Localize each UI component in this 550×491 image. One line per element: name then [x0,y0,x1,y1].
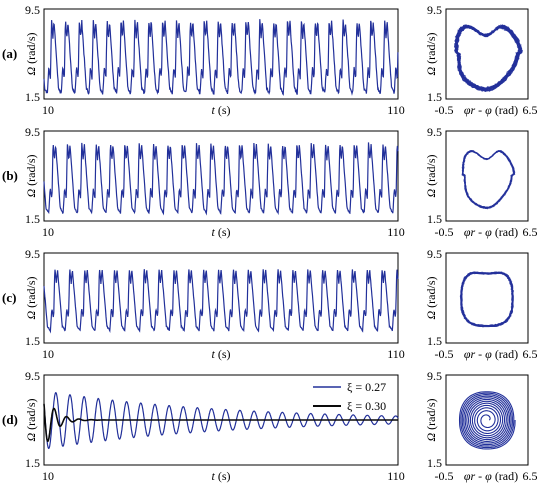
plot-frame [43,8,399,100]
y-axis-label: Ω (rad/s) [424,154,438,197]
phase-portrait-panel: 9.5 1.5-0.5 6.5 φr - φ (rad) Ω (rad/s) [424,247,538,361]
x-tick-label: 6.5 [523,225,538,239]
y-tick-label: 9.5 [427,125,442,139]
time-series-panel: 9.5 1.510 110 t (s) Ω (rad/s) (a) [2,3,405,117]
y-tick-label: 9.5 [25,125,40,139]
orbit-curve [458,391,516,450]
x-tick-label: 6.5 [523,347,538,361]
plot-frame [445,374,529,466]
x-tick-label: -0.5 [435,225,454,239]
orbit-curve [461,149,516,210]
y-tick-label: 9.5 [427,247,442,261]
phase-orbit [461,149,516,210]
panel-label: (b) [2,168,18,183]
y-tick-label: 1.5 [25,456,40,470]
panel-label: (c) [2,290,16,305]
x-axis-label: t (s) [211,347,230,361]
orbit-curve [461,272,513,327]
orbit-curve [460,272,514,327]
phase-orbit [459,271,514,328]
time-series-panel: 9.5 1.510 110 t (s) Ω (rad/s) (b) [2,125,405,239]
x-tick-label: -0.5 [435,103,454,117]
phase-portrait-panel: 9.5 1.5-0.5 6.5 φr - φ (rad) Ω (rad/s) [424,125,538,239]
panel-label: (d) [2,412,18,427]
orbit-curve [459,271,514,328]
plot-frame [445,8,529,100]
orbit-curve [460,272,514,327]
time-series-panel: 9.5 1.510 110 t (s) Ω (rad/s) (c) [2,247,405,361]
legend-entry: ξ = 0.27 [347,380,386,394]
series-line [43,403,398,443]
y-axis-label: Ω (rad/s) [24,154,38,197]
legend-entry: ξ = 0.30 [347,399,386,413]
y-tick-label: 1.5 [427,456,442,470]
phase-orbit [453,24,523,93]
y-tick-label: 9.5 [427,369,442,383]
x-tick-label: 110 [387,225,405,239]
x-tick-label: 10 [42,225,54,239]
x-axis-label: φr - φ (rad) [464,225,518,239]
x-tick-label: -0.5 [435,469,454,483]
y-tick-label: 1.5 [427,212,442,226]
y-axis-label: Ω (rad/s) [24,32,38,75]
series-line [43,19,399,96]
x-axis-label: φr - φ (rad) [464,347,518,361]
y-tick-label: 9.5 [25,247,40,261]
y-tick-label: 1.5 [427,334,442,348]
x-axis-label: φr - φ (rad) [464,469,518,483]
x-axis-label: φr - φ (rad) [464,103,518,117]
x-tick-label: 110 [387,347,405,361]
plot-frame [445,130,529,222]
panel-label: (a) [2,46,17,61]
y-axis-label: Ω (rad/s) [424,276,438,319]
y-tick-label: 9.5 [427,3,442,17]
phase-orbit [458,391,516,450]
time-series-panel: 9.5 1.510 110 t (s) Ω (rad/s) (d) ξ = 0.27 ξ = … [2,369,405,483]
plot-frame [445,252,529,344]
y-tick-label: 1.5 [427,90,442,104]
x-tick-label: 6.5 [523,103,538,117]
x-axis-label: t (s) [211,225,230,239]
y-tick-label: 1.5 [25,90,40,104]
x-tick-label: 110 [387,469,405,483]
y-tick-label: 1.5 [25,212,40,226]
y-axis-label: Ω (rad/s) [24,398,38,441]
y-tick-label: 9.5 [25,369,40,383]
orbit-curve [454,24,523,93]
x-axis-label: t (s) [211,103,230,117]
x-tick-label: -0.5 [435,347,454,361]
x-axis-label: t (s) [211,469,230,483]
x-tick-label: 10 [42,347,54,361]
plot-frame [43,252,399,344]
x-tick-label: 10 [42,103,54,117]
x-tick-label: 110 [387,103,405,117]
series-line [43,142,399,216]
y-axis-label: Ω (rad/s) [24,276,38,319]
orbit-curve [460,271,514,328]
series-line [43,269,399,334]
phase-portrait-panel: 9.5 1.5-0.5 6.5 φr - φ (rad) Ω (rad/s) [424,3,538,117]
y-axis-label: Ω (rad/s) [424,398,438,441]
series-line [43,391,399,450]
plot-frame [43,130,399,222]
x-tick-label: 6.5 [523,469,538,483]
phase-portrait-panel: 9.5 1.5-0.5 6.5 φr - φ (rad) Ω (rad/s) [424,369,538,483]
y-tick-label: 1.5 [25,334,40,348]
y-tick-label: 9.5 [25,3,40,17]
x-tick-label: 10 [42,469,54,483]
y-axis-label: Ω (rad/s) [424,32,438,75]
